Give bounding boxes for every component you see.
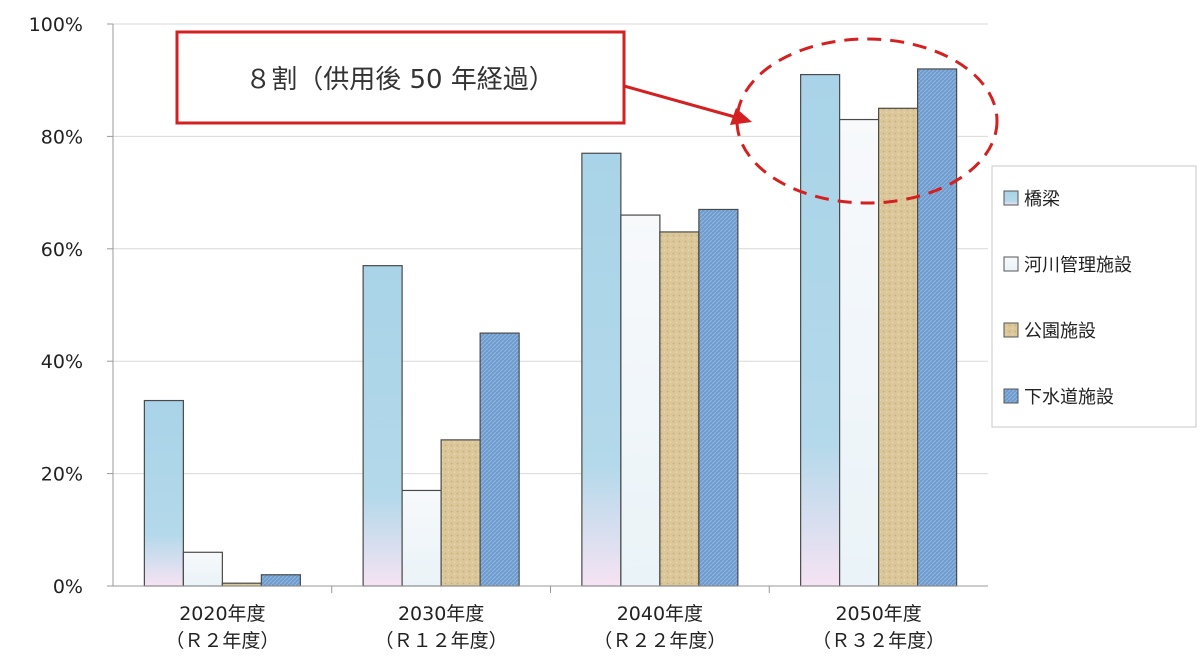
annotation-ellipse bbox=[735, 37, 999, 205]
x-tick-label: （Ｒ２年度） bbox=[165, 630, 279, 652]
y-tick-label: 60% bbox=[41, 239, 83, 261]
legend-label: 河川管理施設 bbox=[1024, 255, 1132, 276]
bar bbox=[659, 231, 700, 587]
annotation: ８割（供用後 50 年経過） bbox=[175, 30, 999, 205]
annotation-box bbox=[175, 30, 626, 125]
x-tick-label: （Ｒ２２年度） bbox=[593, 630, 726, 652]
bar bbox=[878, 107, 919, 587]
legend-swatch bbox=[1003, 190, 1019, 206]
legend-label: 公園施設 bbox=[1024, 321, 1096, 342]
y-tick-label: 100% bbox=[29, 14, 83, 36]
legend-box bbox=[991, 165, 1197, 428]
bar bbox=[260, 574, 301, 587]
x-tick-label: 2050年度 bbox=[835, 603, 921, 625]
legend-label: 下水道施設 bbox=[1024, 387, 1114, 408]
bar bbox=[800, 73, 841, 587]
bar bbox=[839, 118, 880, 587]
bar bbox=[581, 152, 622, 587]
bar bbox=[479, 332, 520, 587]
bars bbox=[143, 68, 958, 587]
y-axis: 0% 20% 40% 60% 80% 100% bbox=[29, 14, 114, 598]
y-tick-label: 0% bbox=[53, 576, 83, 598]
x-tick-label: 2020年度 bbox=[179, 603, 265, 625]
y-tick-label: 40% bbox=[41, 351, 83, 373]
bar bbox=[182, 551, 223, 587]
x-tick-label: （Ｒ３２年度） bbox=[812, 630, 945, 652]
bar bbox=[440, 439, 481, 587]
bar bbox=[917, 68, 958, 587]
x-tick-label: （Ｒ１２年度） bbox=[375, 630, 508, 652]
legend-swatch bbox=[1003, 256, 1019, 272]
bar bbox=[698, 208, 739, 587]
legend-label: 橋梁 bbox=[1024, 189, 1060, 210]
bar bbox=[143, 399, 184, 587]
bar bbox=[401, 489, 442, 587]
bar bbox=[620, 214, 661, 587]
annotation-text: ８割（供用後 50 年経過） bbox=[245, 65, 555, 95]
annotation-arrowhead bbox=[730, 108, 752, 125]
bar bbox=[362, 265, 403, 587]
y-tick-label: 20% bbox=[41, 464, 83, 486]
annotation-arrow bbox=[623, 84, 736, 119]
x-tick-label: 2040年度 bbox=[617, 603, 703, 625]
x-axis: 2020年度 （Ｒ２年度） 2030年度 （Ｒ１２年度） 2040年度 （Ｒ２２年度） 20… bbox=[113, 585, 988, 652]
x-tick-label: 2030年度 bbox=[398, 603, 484, 625]
legend-swatch bbox=[1003, 388, 1019, 404]
legend-swatch bbox=[1003, 322, 1019, 338]
y-tick-label: 80% bbox=[41, 126, 83, 148]
